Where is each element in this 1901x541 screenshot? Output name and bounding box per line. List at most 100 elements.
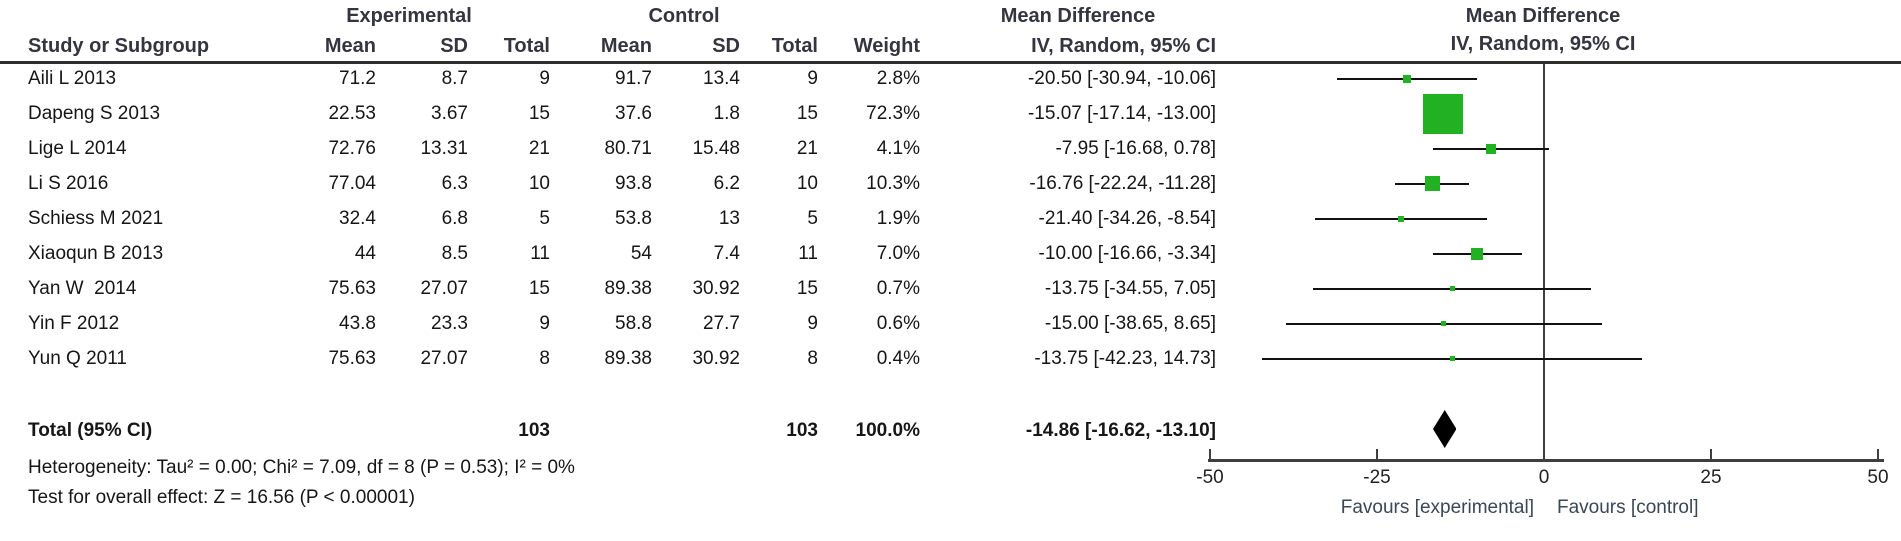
study-label: Aili L 2013	[28, 68, 117, 89]
cell-ci_text: -10.00 [-16.66, -3.34]	[1038, 243, 1216, 264]
cell-exp_sd: 6.3	[441, 173, 468, 194]
cell-exp_total: 8	[539, 348, 550, 369]
axis-tick	[1543, 449, 1545, 461]
cell-exp_total: 10	[528, 173, 550, 194]
cell-ctl_sd: 30.92	[692, 278, 740, 299]
total-row: Total (95% CI) 103 103 100.0% -14.86 [-1…	[0, 413, 1216, 448]
cell-ci_text: -7.95 [-16.68, 0.78]	[1055, 138, 1216, 159]
effect-marker	[1471, 247, 1484, 260]
cell-ctl_total: 9	[807, 68, 818, 89]
plot-subtitle-method: IV, Random, 95% CI	[1450, 33, 1636, 55]
study-label: Li S 2016	[28, 173, 109, 194]
cell-ctl_sd: 6.2	[713, 173, 740, 194]
cell-exp_mean: 72.76	[328, 138, 376, 159]
cell-ctl_sd: 30.92	[692, 348, 740, 369]
cell-exp_total: 9	[539, 313, 550, 334]
effect-marker	[1449, 356, 1455, 361]
study-label: Yin F 2012	[28, 313, 120, 334]
effect-marker	[1485, 143, 1496, 154]
cell-ctl_total: 21	[796, 138, 818, 159]
effect-marker	[1423, 93, 1464, 134]
cell-exp_total: 15	[528, 278, 550, 299]
total-ctl-total: 103	[786, 420, 818, 441]
cell-exp_sd: 27.07	[420, 278, 468, 299]
study-label: Lige L 2014	[28, 138, 127, 159]
cell-exp_mean: 75.63	[328, 348, 376, 369]
col-header-study: Study or Subgroup	[28, 35, 210, 57]
total-ci-text: -14.86 [-16.62, -13.10]	[1025, 420, 1216, 441]
study-label: Schiess M 2021	[28, 208, 164, 229]
group-header-mean-difference: Mean Difference	[1000, 5, 1156, 27]
cell-ci_text: -15.07 [-17.14, -13.00]	[1027, 103, 1216, 124]
cell-ctl_mean: 80.71	[604, 138, 652, 159]
study-table-body: Aili L 2013 71.2 8.7 9 91.7 13.4 9 2.8% -20.50 […	[0, 61, 1216, 376]
cell-ctl_total: 15	[796, 278, 818, 299]
cell-ctl_sd: 7.4	[713, 243, 740, 264]
favours-experimental-label: Favours [experimental]	[1340, 497, 1534, 518]
effect-marker	[1398, 215, 1405, 222]
cell-ctl_total: 8	[807, 348, 818, 369]
total-exp-total: 103	[518, 420, 550, 441]
study-row: Yin F 2012 43.8 23.3 9 58.8 27.7 9 0.6% -15.00 […	[0, 306, 1216, 341]
cell-exp_sd: 13.31	[420, 138, 468, 159]
axis-tick-label: 0	[1538, 467, 1550, 488]
overall-effect-stats: Test for overall effect: Z = 16.56 (P < …	[28, 487, 415, 508]
effect-marker	[1403, 74, 1412, 83]
cell-ctl_mean: 89.38	[604, 278, 652, 299]
cell-ctl_mean: 53.8	[615, 208, 652, 229]
x-axis-line	[1208, 459, 1884, 462]
axis-tick	[1209, 449, 1211, 461]
cell-weight: 0.7%	[876, 278, 920, 299]
study-row: Yan W 2014 75.63 27.07 15 89.38 30.92 15 0.7% -1…	[0, 271, 1216, 306]
cell-ci_text: -21.40 [-34.26, -8.54]	[1038, 208, 1216, 229]
cell-exp_mean: 77.04	[328, 173, 376, 194]
cell-ctl_total: 15	[796, 103, 818, 124]
cell-ci_text: -15.00 [-38.65, 8.65]	[1044, 313, 1216, 334]
header-divider-line	[0, 61, 1901, 64]
cell-exp_mean: 43.8	[339, 313, 376, 334]
study-row: Lige L 2014 72.76 13.31 21 80.71 15.48 21 4.1% -…	[0, 131, 1216, 166]
cell-ctl_mean: 93.8	[615, 173, 652, 194]
cell-ctl_mean: 89.38	[604, 348, 652, 369]
total-label: Total (95% CI)	[28, 420, 153, 441]
cell-ctl_mean: 54	[630, 243, 652, 264]
cell-ctl_sd: 27.7	[703, 313, 740, 334]
cell-weight: 1.9%	[876, 208, 920, 229]
study-row: Yun Q 2011 75.63 27.07 8 89.38 30.92 8 0.4% -13.…	[0, 341, 1216, 376]
cell-ctl_sd: 1.8	[713, 103, 740, 124]
cell-ctl_mean: 37.6	[615, 103, 652, 124]
effect-marker	[1441, 321, 1447, 326]
cell-exp_total: 15	[528, 103, 550, 124]
study-label: Yun Q 2011	[28, 348, 127, 369]
cell-weight: 0.4%	[876, 348, 920, 369]
column-header-row: Study or Subgroup Mean SD Total Mean SD …	[0, 32, 1216, 60]
study-row: Xiaoqun B 2013 44 8.5 11 54 7.4 11 7.0% -10.00 […	[0, 236, 1216, 271]
favours-control-label: Favours [control]	[1557, 497, 1699, 518]
cell-exp_sd: 6.8	[441, 208, 468, 229]
study-row: Schiess M 2021 32.4 6.8 5 53.8 13 5 1.9% -21.40 …	[0, 201, 1216, 236]
cell-exp_sd: 27.07	[420, 348, 468, 369]
cell-ctl_sd: 13	[718, 208, 740, 229]
axis-tick-label: -50	[1196, 467, 1224, 488]
cell-exp_sd: 3.67	[431, 103, 468, 124]
cell-exp_mean: 44	[354, 243, 376, 264]
col-header-exp-sd: SD	[440, 35, 468, 57]
cell-exp_total: 9	[539, 68, 550, 89]
group-header-experimental: Experimental	[346, 5, 472, 27]
cell-ctl_total: 10	[796, 173, 818, 194]
effect-marker	[1424, 176, 1440, 191]
cell-weight: 0.6%	[876, 313, 920, 334]
study-row: Dapeng S 2013 22.53 3.67 15 37.6 1.8 15 72.3% -1…	[0, 96, 1216, 131]
cell-ctl_sd: 13.4	[703, 68, 740, 89]
cell-ctl_mean: 58.8	[615, 313, 652, 334]
cell-ci_text: -13.75 [-34.55, 7.05]	[1044, 278, 1216, 299]
cell-weight: 7.0%	[876, 243, 920, 264]
total-weight: 100.0%	[855, 420, 920, 441]
axis-tick	[1877, 449, 1879, 461]
cell-weight: 2.8%	[876, 68, 920, 89]
col-header-ctl-sd: SD	[712, 35, 740, 57]
study-label: Dapeng S 2013	[28, 103, 161, 124]
axis-tick-label: 25	[1700, 467, 1722, 488]
col-header-exp-total: Total	[503, 35, 550, 57]
